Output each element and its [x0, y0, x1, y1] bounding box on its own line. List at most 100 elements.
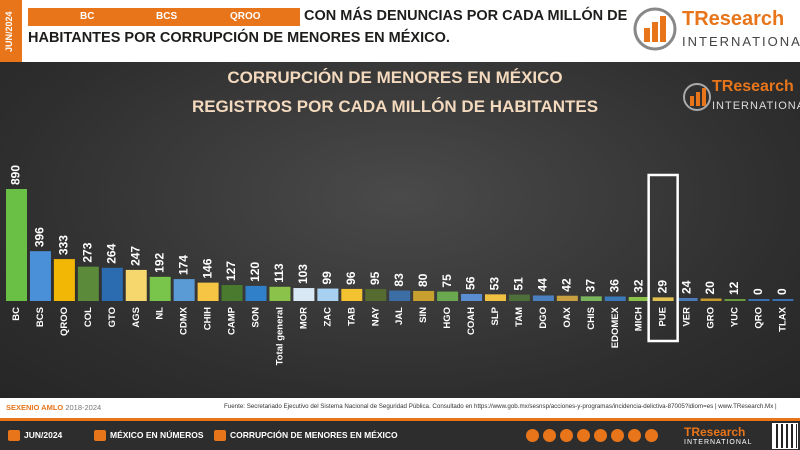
- logo-sub: INTERNATIONAL: [682, 34, 800, 49]
- category-label: VER: [682, 307, 693, 327]
- bottom-item-date: JUN/2024: [8, 430, 62, 442]
- category-label: NAY: [370, 306, 381, 326]
- value-label: 37: [583, 279, 597, 293]
- tiktok-icon[interactable]: [526, 429, 539, 442]
- bar-hgo: [437, 291, 459, 301]
- bar-ags: [125, 269, 147, 301]
- value-label: 80: [416, 273, 430, 287]
- footer-period: SEXENIO AMLO 2018-2024: [6, 403, 101, 412]
- bar-tam: [508, 294, 530, 301]
- bar-coah: [461, 293, 483, 301]
- qr-code-icon[interactable]: [772, 423, 798, 449]
- category-label: TAB: [346, 307, 357, 326]
- value-label: 273: [81, 242, 95, 262]
- bar-gto: [101, 267, 123, 301]
- bottom-logo: TResearch INTERNATIONAL: [684, 425, 753, 446]
- value-label: 53: [488, 277, 502, 291]
- bar-oax: [556, 295, 578, 301]
- value-label: 103: [296, 264, 310, 284]
- bar-yuc: [724, 299, 746, 301]
- footer-source: Fuente: Secretariado Ejecutivo del Siste…: [224, 403, 777, 410]
- value-label: 29: [655, 280, 669, 294]
- category-label: YUC: [730, 307, 741, 327]
- logo-name: TResearch: [682, 8, 785, 30]
- email-icon[interactable]: [560, 429, 573, 442]
- category-label: GTO: [107, 307, 118, 327]
- calendar-icon: [8, 430, 20, 442]
- category-label: TAM: [514, 307, 525, 327]
- value-label: 113: [272, 263, 286, 283]
- state-label: BCS: [156, 11, 178, 22]
- value-label: 247: [128, 246, 142, 266]
- telegram-icon[interactable]: [543, 429, 556, 442]
- logo-mark-icon: [633, 7, 677, 51]
- value-label: 44: [536, 278, 550, 292]
- bottom-item-topic-label: CORRUPCIÓN DE MENORES EN MÉXICO: [230, 430, 398, 440]
- value-label: 396: [33, 227, 47, 247]
- bar-slp: [485, 294, 506, 301]
- linkedin-icon[interactable]: [628, 429, 641, 442]
- value-label: 0: [751, 288, 765, 295]
- bar-tab: [341, 288, 363, 301]
- date-tab-label: JUN/2024: [4, 11, 14, 52]
- header: JUN/2024 BC BCS QROO CON MÁS DENUNCIAS P…: [0, 0, 800, 62]
- bar-tlax: [772, 299, 794, 301]
- category-label: GRO: [706, 307, 717, 329]
- value-label: 51: [512, 277, 526, 291]
- date-tab: JUN/2024: [0, 0, 22, 62]
- category-label: COAH: [466, 307, 477, 335]
- value-label: 890: [9, 165, 23, 185]
- bottom-item-topic: CORRUPCIÓN DE MENORES EN MÉXICO: [214, 430, 398, 442]
- bar-zac: [317, 288, 339, 301]
- panel-logo-sub: INTERNATIONAL: [712, 100, 800, 112]
- category-label: OAX: [562, 306, 573, 327]
- bar-bcs: [29, 251, 51, 301]
- bar-chart: 890 BC 396 BCS 333 QROO 273 COL 264 GTO 247 AGS 192 N…: [6, 165, 794, 365]
- category-label: AGS: [131, 307, 142, 328]
- instagram-icon[interactable]: [645, 429, 658, 442]
- value-label: 96: [344, 271, 358, 285]
- bottom-item-mexico: MÉXICO EN NÚMEROS: [94, 430, 204, 442]
- value-label: 174: [176, 255, 190, 275]
- bar-sin: [413, 290, 435, 301]
- youtube-icon[interactable]: [577, 429, 590, 442]
- category-label: SIN: [418, 307, 429, 323]
- value-label: 20: [703, 281, 717, 295]
- value-label: 75: [440, 274, 454, 288]
- bar-dgo: [532, 295, 554, 301]
- value-label: 36: [607, 279, 621, 293]
- bar-chih: [197, 282, 219, 301]
- bar-jal: [389, 290, 411, 301]
- category-label: CDMX: [179, 306, 190, 335]
- headline-line1: CON MÁS DENUNCIAS POR CADA MILLÓN DE: [304, 8, 628, 24]
- category-label: CHIS: [586, 307, 597, 330]
- facebook-icon[interactable]: [611, 429, 624, 442]
- value-label: 24: [679, 280, 693, 294]
- category-label: CAMP: [227, 306, 238, 335]
- value-label: 99: [320, 271, 334, 285]
- category-label: MICH: [634, 307, 645, 331]
- headline-line2: HABITANTES POR CORRUPCIÓN DE MENORES EN …: [28, 30, 450, 46]
- bar-nay: [365, 289, 387, 301]
- bar-total-general: [269, 286, 291, 301]
- value-label: 333: [57, 235, 71, 255]
- bar-qroo: [53, 259, 75, 301]
- category-label: CHIH: [203, 307, 214, 330]
- bottom-bar: JUN/2024 MÉXICO EN NÚMEROS CORRUPCIÓN DE…: [0, 418, 800, 450]
- category-label: HGO: [442, 307, 453, 329]
- value-label: 192: [152, 252, 166, 272]
- bar-son: [245, 285, 267, 301]
- bar-qro: [748, 299, 770, 301]
- bar-mor: [293, 288, 315, 301]
- category-label: EDOMEX: [610, 306, 621, 348]
- bar-col: [77, 266, 99, 301]
- category-label: SLP: [490, 306, 501, 325]
- footer: SEXENIO AMLO 2018-2024 Fuente: Secretari…: [0, 398, 800, 418]
- chart-title: CORRUPCIÓN DE MENORES EN MÉXICO: [227, 68, 563, 87]
- map-icon: [94, 430, 106, 442]
- value-label: 0: [775, 288, 789, 295]
- category-label: NL: [155, 307, 166, 320]
- twitter-icon[interactable]: [594, 429, 607, 442]
- category-label: DGO: [538, 307, 549, 329]
- panel-logo-name: TResearch: [712, 78, 794, 95]
